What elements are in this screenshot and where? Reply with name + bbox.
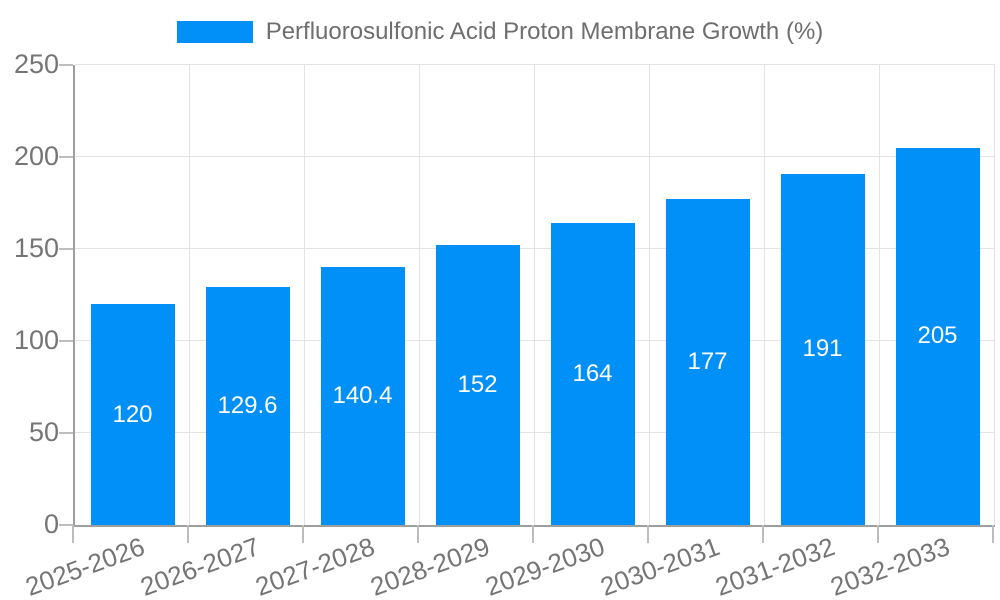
x-axis-tick-mark xyxy=(187,525,189,543)
x-axis-tick-mark xyxy=(72,525,74,543)
y-axis-tick-label: 250 xyxy=(13,49,59,79)
legend-label: Perfluorosulfonic Acid Proton Membrane G… xyxy=(265,18,824,45)
y-axis-tick-mark xyxy=(59,156,73,158)
y-axis-tick-label: 100 xyxy=(13,325,59,355)
x-axis-tick-mark xyxy=(532,525,534,543)
bar-value-label: 120 xyxy=(112,400,153,428)
legend-swatch xyxy=(176,21,253,43)
y-axis-tick-label: 200 xyxy=(13,141,59,171)
x-axis-tick-mark xyxy=(302,525,304,543)
x-axis-tick-mark xyxy=(647,525,649,543)
x-gridline xyxy=(534,65,535,525)
y-axis-tick-label: 50 xyxy=(28,417,59,447)
bar: 129.6 xyxy=(205,286,290,525)
y-axis-tick-mark xyxy=(59,524,73,526)
x-axis-tick-mark xyxy=(762,525,764,543)
bar: 205 xyxy=(895,147,980,525)
x-gridline xyxy=(649,65,650,525)
x-gridline xyxy=(994,65,995,525)
y-axis-tick-label: 150 xyxy=(13,233,59,263)
y-axis-tick-mark xyxy=(59,432,73,434)
bar-value-label: 140.4 xyxy=(332,381,393,409)
bar: 140.4 xyxy=(320,266,405,525)
x-axis-tick-mark xyxy=(417,525,419,543)
x-gridline xyxy=(304,65,305,525)
y-gridline xyxy=(75,340,995,341)
y-gridline xyxy=(75,248,995,249)
y-gridline xyxy=(75,156,995,157)
plot-area: 120 129.6 140.4 152 164 177 191 205 xyxy=(73,64,995,527)
x-gridline xyxy=(764,65,765,525)
y-axis-tick-mark xyxy=(59,64,73,66)
y-axis-tick-mark xyxy=(59,340,73,342)
bar: 177 xyxy=(665,199,750,525)
y-gridline xyxy=(75,432,995,433)
bar: 120 xyxy=(90,304,175,525)
bar-value-label: 152 xyxy=(457,371,498,399)
bar: 152 xyxy=(435,245,520,525)
bar-value-label: 177 xyxy=(687,348,728,376)
bar: 164 xyxy=(550,223,635,525)
x-axis-tick-mark xyxy=(992,525,994,543)
x-gridline xyxy=(189,65,190,525)
x-gridline xyxy=(879,65,880,525)
bar-value-label: 164 xyxy=(572,360,613,388)
bar-value-label: 205 xyxy=(917,322,958,350)
x-axis-tick-mark xyxy=(877,525,879,543)
bar: 191 xyxy=(780,173,865,525)
bar-value-label: 129.6 xyxy=(217,391,278,419)
y-axis-tick-label: 0 xyxy=(43,509,59,539)
legend[interactable]: Perfluorosulfonic Acid Proton Membrane G… xyxy=(0,18,1000,46)
x-gridline xyxy=(419,65,420,525)
bar-value-label: 191 xyxy=(802,335,843,363)
y-gridline xyxy=(75,64,995,65)
y-axis-tick-mark xyxy=(59,248,73,250)
